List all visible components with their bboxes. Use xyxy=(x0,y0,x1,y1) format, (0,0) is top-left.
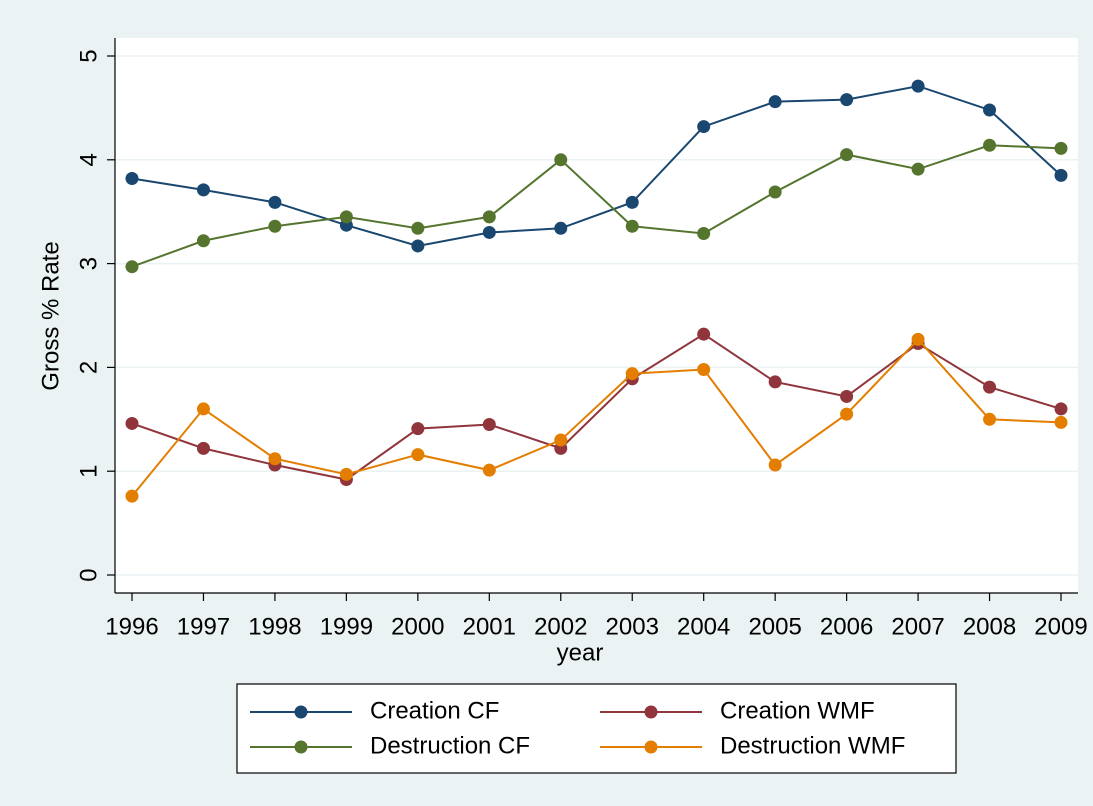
data-point xyxy=(339,467,353,481)
data-point xyxy=(983,380,997,394)
x-tick-label: 1996 xyxy=(105,613,158,640)
data-point xyxy=(1054,402,1068,416)
data-point xyxy=(983,412,997,426)
x-tick-label: 2006 xyxy=(820,613,873,640)
legend-marker xyxy=(294,740,308,754)
y-tick-label: 3 xyxy=(75,257,102,270)
data-point xyxy=(625,219,639,233)
plot-area xyxy=(115,38,1078,593)
data-point xyxy=(840,148,854,162)
data-point xyxy=(768,375,782,389)
data-point xyxy=(768,185,782,199)
data-point xyxy=(840,93,854,107)
y-tick-label: 2 xyxy=(75,361,102,374)
data-point xyxy=(697,327,711,341)
series-line xyxy=(131,144,1062,268)
data-point xyxy=(411,422,425,436)
x-tick-label: 2007 xyxy=(891,613,944,640)
y-tick-label: 4 xyxy=(75,153,102,166)
data-point xyxy=(625,195,639,209)
data-point xyxy=(554,433,568,447)
data-point xyxy=(411,239,425,253)
x-tick-label: 2000 xyxy=(391,613,444,640)
data-point xyxy=(697,226,711,240)
x-tick-label: 2003 xyxy=(606,613,659,640)
data-point xyxy=(411,448,425,462)
data-point xyxy=(339,210,353,224)
data-point xyxy=(196,402,210,416)
data-point xyxy=(196,441,210,455)
x-axis-label: year xyxy=(557,639,604,666)
x-tick-label: 2009 xyxy=(1034,613,1087,640)
x-tick-label: 2008 xyxy=(963,613,1016,640)
data-point xyxy=(911,332,925,346)
x-tick-label: 1999 xyxy=(320,613,373,640)
data-point xyxy=(554,221,568,235)
x-tick-label: 1998 xyxy=(248,613,301,640)
data-point xyxy=(768,95,782,109)
data-point xyxy=(482,225,496,239)
y-tick-label: 5 xyxy=(75,49,102,62)
data-point xyxy=(911,162,925,176)
legend-label: Creation WMF xyxy=(720,697,875,724)
data-point xyxy=(125,171,139,185)
data-point xyxy=(196,183,210,197)
y-tick-label: 0 xyxy=(75,568,102,581)
legend-box xyxy=(236,683,957,774)
data-point xyxy=(697,120,711,134)
data-point xyxy=(840,407,854,421)
legend-label: Destruction WMF xyxy=(720,732,905,759)
data-point xyxy=(554,153,568,167)
data-point xyxy=(840,389,854,403)
data-point xyxy=(125,416,139,430)
data-point xyxy=(983,103,997,117)
x-tick-label: 1997 xyxy=(177,613,230,640)
legend-label: Creation CF xyxy=(370,697,499,724)
data-point xyxy=(411,221,425,235)
data-point xyxy=(625,367,639,381)
data-point xyxy=(911,79,925,93)
legend-marker xyxy=(644,705,658,719)
data-point xyxy=(1054,415,1068,429)
x-tick-label: 2002 xyxy=(534,613,587,640)
data-point xyxy=(1054,141,1068,155)
data-point xyxy=(482,463,496,477)
legend-label: Destruction CF xyxy=(370,732,530,759)
data-point xyxy=(196,234,210,248)
data-point xyxy=(268,195,282,209)
data-point xyxy=(268,452,282,466)
x-tick-label: 2001 xyxy=(463,613,516,640)
legend-marker xyxy=(294,705,308,719)
y-axis-label: Gross % Rate xyxy=(37,241,64,390)
data-point xyxy=(482,417,496,431)
data-point xyxy=(697,362,711,376)
data-point xyxy=(1054,168,1068,182)
data-point xyxy=(768,458,782,472)
x-tick-label: 2004 xyxy=(677,613,730,640)
legend-marker xyxy=(644,740,658,754)
data-point xyxy=(983,138,997,152)
x-tick-label: 2005 xyxy=(748,613,801,640)
data-point xyxy=(482,210,496,224)
series-line xyxy=(131,337,1062,497)
data-point xyxy=(268,219,282,233)
data-point xyxy=(125,489,139,503)
series-line xyxy=(131,85,1062,247)
y-tick-label: 1 xyxy=(75,465,102,478)
data-point xyxy=(125,260,139,274)
